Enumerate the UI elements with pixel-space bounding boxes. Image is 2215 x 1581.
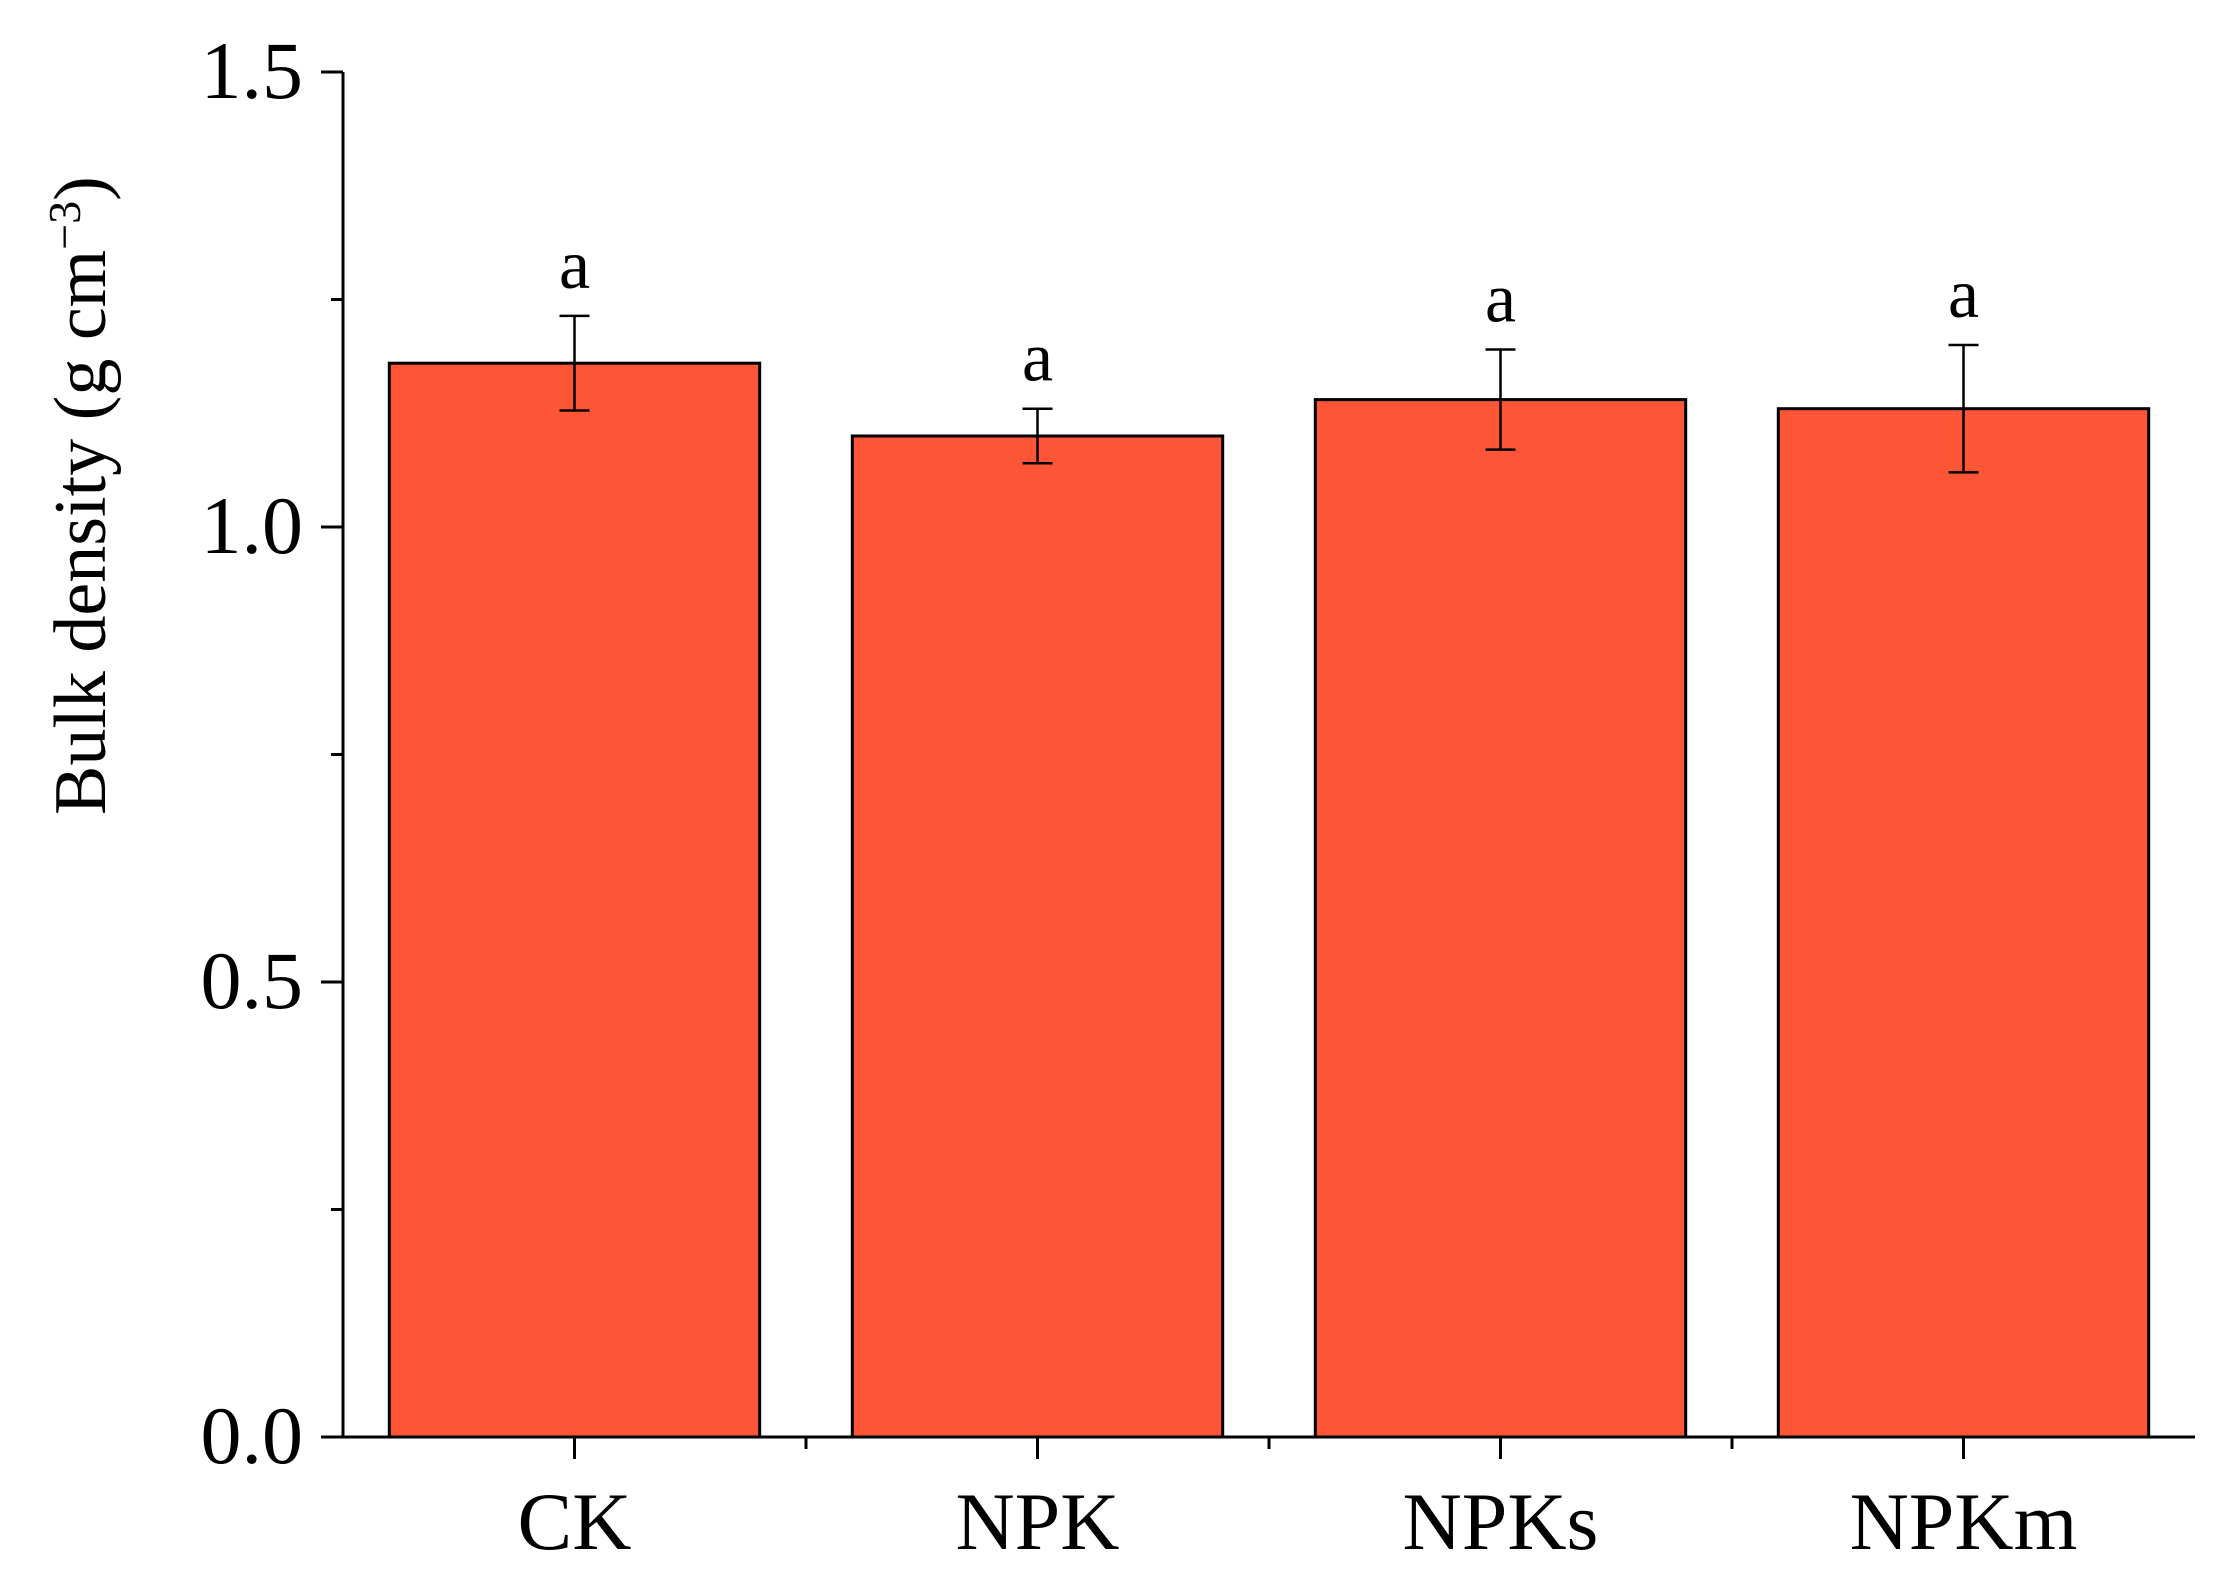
bars-layer xyxy=(387,361,2151,1439)
bar-npkm xyxy=(1776,407,2151,1439)
bar-npk xyxy=(850,434,1225,1439)
significance-labels-layer: a a a a xyxy=(559,227,1979,397)
bar-npks xyxy=(1313,398,1688,1439)
significance-label-npks: a xyxy=(1485,261,1516,338)
x-tick-label-ck: CK xyxy=(518,1476,632,1567)
axes-layer: CK NPK NPKs NPKm 0.0 0.5 1.0 1.5 xyxy=(201,25,2195,1567)
x-tick-label-npks: NPKs xyxy=(1403,1476,1599,1567)
significance-label-npkm: a xyxy=(1948,256,1979,333)
y-axis-title-exponent: −3 xyxy=(39,201,90,250)
bar-ck xyxy=(387,361,762,1439)
y-tick-label: 0.5 xyxy=(201,935,304,1026)
y-axis-title: Bulk density (g cm−3) xyxy=(39,176,123,815)
y-tick-label: 1.0 xyxy=(201,480,304,571)
x-tick-label-npkm: NPKm xyxy=(1850,1476,2078,1567)
y-axis-title-close: ) xyxy=(40,176,122,201)
y-axis-label: Bulk density (g cm−3) xyxy=(39,176,123,815)
x-tick-label-npk: NPK xyxy=(955,1476,1119,1567)
error-bars-layer xyxy=(559,314,1979,474)
y-tick-label: 0.0 xyxy=(201,1390,304,1481)
y-tick-label: 1.5 xyxy=(201,25,304,116)
y-axis-title-main: Bulk density (g cm xyxy=(40,250,122,815)
significance-label-ck: a xyxy=(559,227,590,304)
significance-label-npk: a xyxy=(1022,320,1053,397)
